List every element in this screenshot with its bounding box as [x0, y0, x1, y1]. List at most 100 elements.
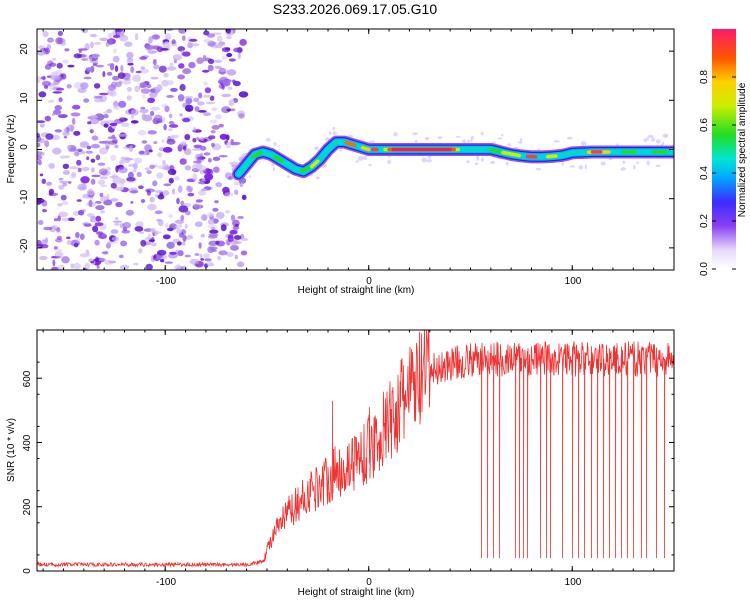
noise-speckle — [93, 83, 101, 89]
noise-speckle — [149, 189, 155, 193]
noise-speckle — [222, 186, 230, 194]
noise-speckle — [118, 160, 125, 165]
noise-speckle — [96, 64, 104, 68]
noise-speckle — [98, 141, 109, 144]
noise-speckle — [114, 29, 124, 32]
noise-speckle — [200, 258, 204, 261]
noise-speckle — [130, 114, 135, 119]
noise-speckle — [157, 249, 167, 256]
noise-speckle — [171, 43, 178, 47]
noise-speckle — [108, 32, 113, 39]
noise-speckle — [109, 122, 118, 127]
noise-speckle — [207, 224, 217, 229]
noise-speckle — [518, 141, 523, 144]
y-axis-label-top: Frequency (Hz) — [6, 115, 17, 184]
noise-speckle — [218, 250, 228, 256]
noise-speckle — [98, 168, 108, 176]
noise-speckle — [153, 114, 163, 122]
noise-speckle — [158, 65, 167, 73]
noise-speckle — [109, 90, 117, 97]
noise-speckle — [120, 122, 130, 127]
noise-speckle — [44, 85, 49, 89]
noise-speckle — [99, 176, 108, 180]
noise-speckle — [62, 163, 70, 169]
noise-speckle — [192, 163, 198, 172]
noise-speckle — [210, 130, 216, 134]
noise-speckle — [189, 258, 200, 265]
noise-speckle — [142, 114, 153, 122]
noise-speckle — [150, 93, 157, 99]
noise-speckle — [185, 97, 193, 105]
noise-speckle — [211, 142, 215, 148]
noise-speckle — [368, 140, 373, 144]
noise-speckle — [226, 69, 237, 76]
noise-speckle — [154, 193, 159, 198]
ridge-hotspot — [501, 150, 522, 158]
noise-speckle — [90, 158, 96, 163]
noise-speckle — [176, 241, 182, 246]
noise-speckle — [49, 62, 57, 67]
noise-speckle — [93, 98, 104, 103]
noise-speckle — [61, 256, 70, 264]
noise-speckle — [56, 62, 63, 69]
noise-speckle — [60, 194, 67, 201]
noise-speckle — [240, 182, 244, 186]
noise-speckle — [122, 146, 131, 150]
noise-speckle — [76, 159, 82, 166]
noise-speckle — [66, 84, 72, 89]
noise-speckle — [110, 182, 117, 189]
spectrogram-plot: -100 0 100 -20 -10 0 10 20 Height of str… — [6, 28, 675, 296]
noise-speckle — [87, 189, 95, 196]
noise-speckle — [134, 85, 141, 93]
noise-speckle — [58, 184, 65, 190]
noise-speckle — [203, 112, 211, 117]
noise-speckle — [63, 136, 68, 139]
noise-speckle — [61, 201, 69, 206]
noise-speckle — [480, 157, 484, 162]
noise-speckle — [101, 251, 108, 255]
noise-speckle — [202, 69, 210, 73]
noise-speckle — [600, 161, 606, 166]
noise-speckle — [501, 133, 504, 137]
noise-speckle — [39, 255, 48, 261]
noise-speckle — [132, 74, 141, 82]
noise-speckle — [150, 76, 159, 80]
noise-speckle — [83, 98, 90, 103]
noise-speckle — [176, 197, 180, 205]
noise-speckle — [69, 166, 79, 170]
x-tick-label-bot-2: 100 — [565, 577, 582, 588]
noise-speckle — [111, 134, 116, 139]
noise-speckle — [209, 119, 218, 124]
noise-speckle — [184, 134, 191, 141]
noise-speckle — [115, 216, 119, 221]
noise-speckle — [107, 240, 113, 244]
noise-speckle — [79, 233, 85, 240]
noise-speckle — [91, 135, 99, 141]
noise-speckle — [99, 192, 104, 198]
noise-speckle — [226, 108, 231, 112]
noise-speckle — [58, 114, 68, 119]
noise-speckle — [117, 72, 126, 79]
noise-speckle — [170, 87, 178, 92]
noise-speckle — [89, 118, 100, 125]
ridge-hotspot — [489, 147, 503, 154]
noise-speckle — [118, 166, 128, 174]
noise-speckle — [136, 171, 142, 178]
noise-speckle — [82, 222, 91, 226]
noise-speckle — [94, 239, 100, 246]
noise-speckle — [120, 240, 128, 247]
noise-speckle — [123, 78, 132, 82]
noise-speckle — [462, 139, 466, 144]
noise-speckle — [73, 130, 81, 136]
noise-speckle — [130, 190, 139, 194]
noise-speckle — [240, 250, 248, 256]
noise-speckle — [182, 145, 187, 151]
noise-speckle — [148, 239, 155, 243]
noise-speckle — [178, 205, 189, 213]
noise-speckle — [126, 177, 136, 182]
noise-speckle — [73, 53, 82, 59]
noise-speckle — [54, 105, 62, 111]
y-tick-label-bot-3: 600 — [22, 370, 33, 387]
noise-speckle — [80, 176, 90, 184]
noise-speckle — [239, 38, 247, 46]
